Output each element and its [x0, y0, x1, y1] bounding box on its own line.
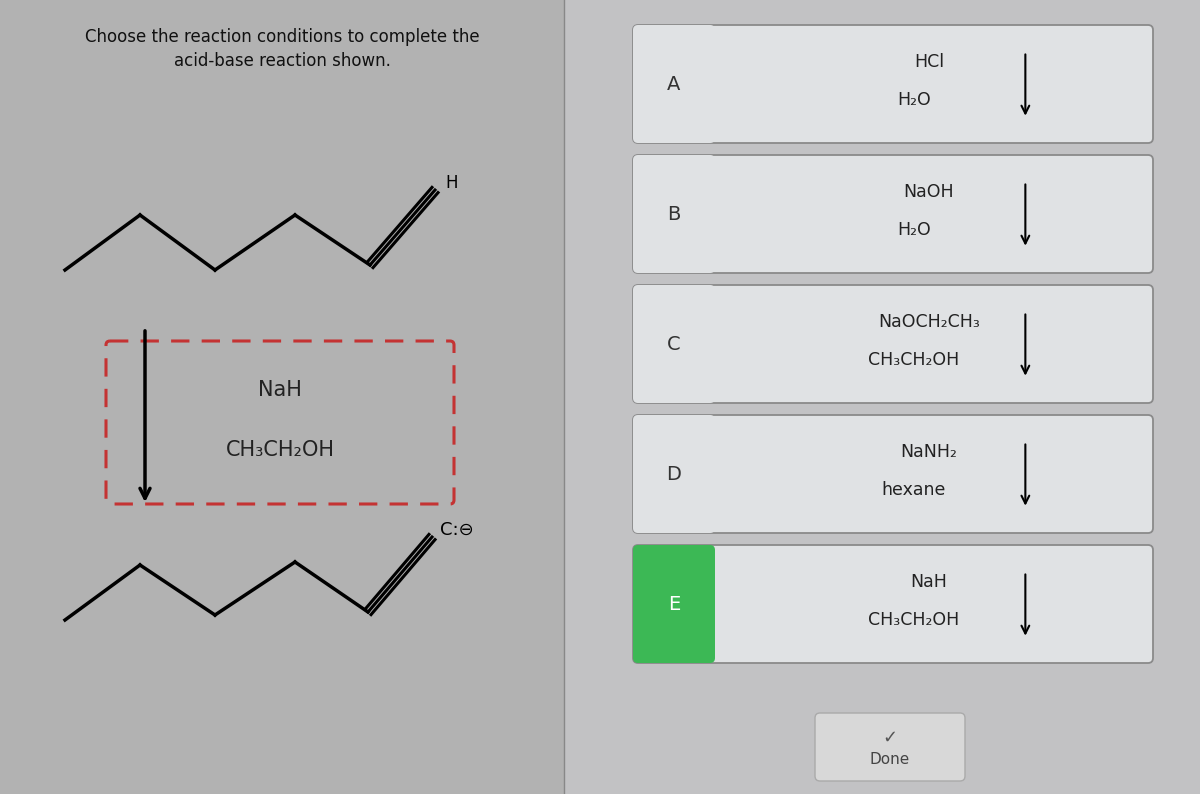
FancyBboxPatch shape	[634, 415, 715, 533]
FancyBboxPatch shape	[674, 550, 710, 658]
FancyBboxPatch shape	[634, 545, 1153, 663]
FancyBboxPatch shape	[634, 155, 1153, 273]
Text: NaH: NaH	[258, 380, 302, 400]
FancyBboxPatch shape	[674, 420, 710, 528]
Text: NaOH: NaOH	[904, 183, 954, 202]
FancyBboxPatch shape	[674, 30, 710, 138]
FancyBboxPatch shape	[0, 0, 564, 794]
Text: D: D	[666, 464, 682, 484]
Text: Choose the reaction conditions to complete the: Choose the reaction conditions to comple…	[85, 28, 479, 46]
FancyBboxPatch shape	[634, 25, 1153, 143]
Text: NaNH₂: NaNH₂	[900, 443, 958, 461]
Text: B: B	[667, 205, 680, 223]
Text: Done: Done	[870, 753, 910, 768]
Text: H₂O: H₂O	[898, 222, 931, 239]
Text: acid-base reaction shown.: acid-base reaction shown.	[174, 52, 390, 70]
FancyBboxPatch shape	[634, 285, 1153, 403]
Text: CH₃CH₂OH: CH₃CH₂OH	[869, 351, 960, 369]
Text: HCl: HCl	[914, 53, 944, 71]
Text: CH₃CH₂OH: CH₃CH₂OH	[226, 440, 335, 460]
Text: NaH: NaH	[911, 573, 948, 592]
Text: C: C	[667, 334, 680, 353]
FancyBboxPatch shape	[674, 290, 710, 398]
Text: A: A	[667, 75, 680, 94]
FancyBboxPatch shape	[634, 415, 1153, 533]
FancyBboxPatch shape	[634, 155, 715, 273]
FancyBboxPatch shape	[564, 0, 1200, 794]
FancyBboxPatch shape	[634, 25, 715, 143]
Text: NaOCH₂CH₃: NaOCH₂CH₃	[878, 314, 980, 331]
Text: ✓: ✓	[882, 729, 898, 747]
Text: CH₃CH₂OH: CH₃CH₂OH	[869, 611, 960, 629]
Text: H: H	[445, 174, 457, 192]
Text: hexane: hexane	[882, 481, 946, 499]
FancyBboxPatch shape	[815, 713, 965, 781]
FancyBboxPatch shape	[634, 285, 715, 403]
Text: E: E	[668, 595, 680, 614]
FancyBboxPatch shape	[674, 160, 710, 268]
Text: C:⊖: C:⊖	[440, 521, 474, 539]
FancyBboxPatch shape	[634, 545, 715, 663]
Text: H₂O: H₂O	[898, 91, 931, 110]
